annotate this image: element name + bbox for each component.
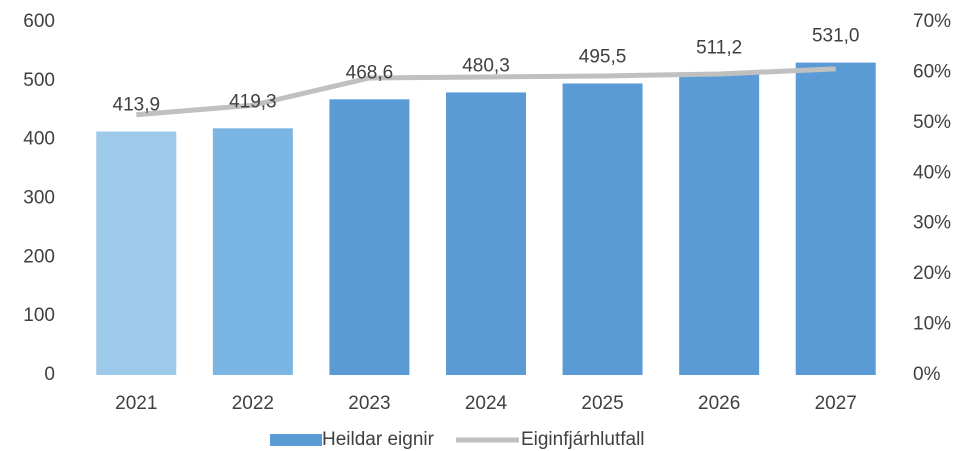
x-tick-label: 2024 [465,393,508,414]
bar [212,128,293,375]
x-tick-label: 2023 [348,393,390,414]
y2-tick-label: 50% [913,112,951,133]
y2-tick-label: 40% [913,162,951,183]
x-tick-label: 2025 [581,393,623,414]
data-label: 413,9 [113,95,161,116]
line [136,66,836,118]
bar [562,83,643,375]
y-tick-label: 100 [23,305,55,326]
x-tick-label: 2027 [815,393,857,414]
bar [329,99,410,375]
bar [795,62,876,375]
legend-swatch [270,434,322,446]
bar [96,131,177,375]
legend-label: Eiginfjárhlutfall [521,429,645,450]
y-tick-label: 0 [44,364,55,385]
bar [446,92,526,376]
y2-tick-label: 60% [913,61,951,82]
y-tick-label: 600 [23,11,55,32]
x-tick-label: 2026 [698,393,740,414]
y-tick-label: 500 [23,70,55,91]
data-label: 495,5 [579,46,627,67]
y2-tick-label: 30% [913,213,951,234]
y2-tick-label: 0% [913,364,941,385]
data-label: 531,0 [812,26,860,47]
y-tick-label: 400 [23,129,55,150]
y2-tick-label: 70% [913,11,951,32]
x-tick-label: 2022 [232,393,274,414]
legend-label: Heildar eignir [322,429,435,450]
bar [679,74,760,375]
y2-tick-label: 10% [913,314,951,335]
data-label: 468,6 [346,62,394,83]
y-tick-label: 300 [23,188,55,209]
data-label: 419,3 [229,91,277,112]
y-tick-label: 200 [23,246,55,267]
x-tick-label: 2021 [115,393,157,414]
data-label: 480,3 [462,55,510,76]
data-label: 511,2 [696,37,742,58]
y2-tick-label: 20% [913,263,951,284]
